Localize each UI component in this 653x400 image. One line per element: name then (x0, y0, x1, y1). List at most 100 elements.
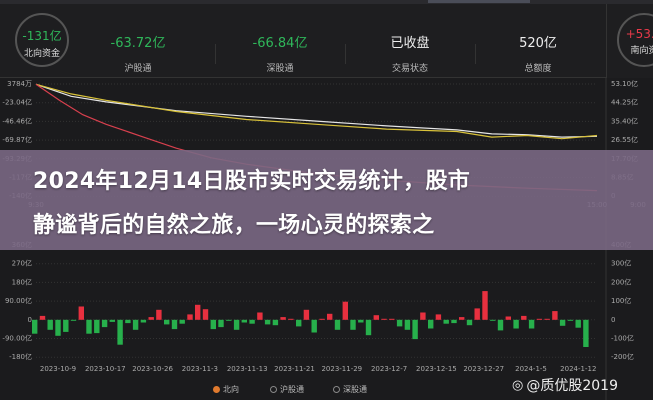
title-line-1: 2024年12月14日股市实时交易统计，股市 (33, 169, 471, 194)
legend-north[interactable]: 北向 (213, 384, 239, 395)
bar-x-tick-label: 2024-1-5 (515, 365, 547, 373)
bar (552, 311, 558, 320)
north-fund-circle[interactable]: -131亿 北向资金 (15, 13, 69, 67)
legend-label: 深股通 (343, 385, 367, 394)
bar-left-tick-label: 0 (28, 316, 32, 324)
bar-x-tick-label: 2023-11-21 (274, 365, 315, 373)
bar (288, 318, 294, 320)
stat-value: 已收盘 (390, 36, 430, 51)
right-tick-label: 26.55亿 (611, 135, 638, 144)
bar (435, 314, 442, 320)
bar (179, 319, 185, 324)
bar-x-tick-label: 2023-10-9 (40, 365, 76, 373)
divider (475, 44, 476, 64)
line-series-0 (35, 83, 598, 138)
north-fund-label: 北向资金 (23, 49, 60, 59)
bar-left-tick-label: -90.00亿 (2, 334, 32, 343)
bar (358, 319, 364, 323)
bar-right-tick-label: 200亿 (611, 277, 631, 286)
bar-x-tick-label: 2023-10-26 (132, 365, 173, 373)
bar-left-tick-label: 90.00亿 (5, 296, 32, 305)
watermark-text: @质优股2019 (526, 378, 618, 394)
bar (148, 317, 154, 320)
bar (125, 319, 131, 324)
bar (86, 319, 92, 334)
bar-right-tick-label: 300亿 (611, 259, 631, 268)
overlay-title: 2024年12月14日股市实时交易统计，股市 静谧背后的自然之旅，一场心灵的探索… (33, 160, 633, 248)
north-fund-value: -131亿 (22, 29, 62, 43)
bar (342, 301, 348, 320)
bar (513, 319, 519, 329)
stat-label: 深股通 (266, 64, 294, 74)
bar (350, 319, 356, 330)
bar (466, 319, 473, 326)
bar (140, 319, 147, 323)
bar (156, 309, 162, 320)
stat-quota: 520亿 总额度 (483, 32, 593, 74)
bar (497, 319, 504, 331)
bar-left-tick-label: 270亿 (12, 259, 32, 268)
legend-label: 北向 (223, 385, 239, 394)
bar (396, 319, 403, 327)
bar-right-tick-label: 100亿 (611, 296, 631, 305)
right-tick-label: 53.10亿 (611, 79, 638, 88)
bar (280, 317, 286, 320)
bar (428, 319, 434, 329)
bar (303, 309, 310, 320)
bar-left-tick-label: -180亿 (9, 352, 32, 361)
bar (373, 315, 379, 320)
legend-sz[interactable]: 深股通 (333, 384, 367, 395)
bar (94, 319, 100, 334)
watermark: ◎ @质优股2019 (512, 375, 618, 395)
bar (233, 319, 240, 330)
bar (164, 319, 170, 325)
bar (443, 319, 449, 324)
bar (264, 319, 271, 325)
bar (482, 291, 488, 320)
bar (32, 319, 38, 334)
bar-x-tick-label: 2024-1-12 (560, 365, 596, 373)
bar (459, 317, 465, 320)
bar (567, 319, 574, 321)
stat-status: 已收盘 交易状态 (355, 32, 465, 74)
radio-selected-icon (213, 386, 220, 393)
left-tick-label: -23.04亿 (2, 98, 32, 107)
bar (334, 319, 341, 330)
bar (544, 318, 550, 320)
bar (311, 319, 317, 333)
bar (474, 308, 480, 320)
bar-right-tick-label: 0 (611, 316, 615, 324)
radio-icon (333, 386, 340, 393)
radio-icon (270, 386, 277, 393)
left-tick-label: -69.87亿 (2, 135, 32, 144)
left-tick-label: -46.46亿 (2, 116, 32, 125)
bar (272, 319, 279, 326)
bar (583, 319, 589, 347)
bar (420, 312, 426, 320)
bar (521, 315, 527, 320)
bar-x-tick-label: 2023-12-27 (463, 365, 504, 373)
south-fund-panel: +53.1 南向资 (606, 4, 653, 78)
bar-x-tick-label: 2023-12-15 (416, 365, 457, 373)
divider (345, 44, 346, 64)
stat-label: 总额度 (524, 64, 552, 74)
south-fund-value: +53.1 (625, 27, 653, 41)
top-tab-bar (0, 0, 653, 4)
stat-label: 沪股通 (124, 64, 152, 74)
bar (218, 319, 224, 328)
stat-value: -66.84亿 (252, 36, 308, 51)
bar (404, 319, 411, 330)
bar-x-tick-label: 2023-11-13 (227, 365, 268, 373)
bar-x-tick-label: 2023-12-7 (371, 365, 407, 373)
bar (536, 318, 543, 320)
bar-left-tick-label: 180亿 (12, 277, 32, 286)
bar-x-tick-label: 2023-11-29 (321, 365, 362, 373)
bar (195, 304, 201, 320)
bar (117, 319, 123, 345)
active-tab-indicator[interactable] (428, 0, 530, 3)
bar (451, 319, 457, 324)
legend-sh[interactable]: 沪股通 (270, 384, 304, 395)
bar-x-tick-label: 2023-11-3 (182, 365, 218, 373)
bar (249, 319, 255, 324)
bar-x-tick-label: 2023-10-17 (85, 365, 126, 373)
